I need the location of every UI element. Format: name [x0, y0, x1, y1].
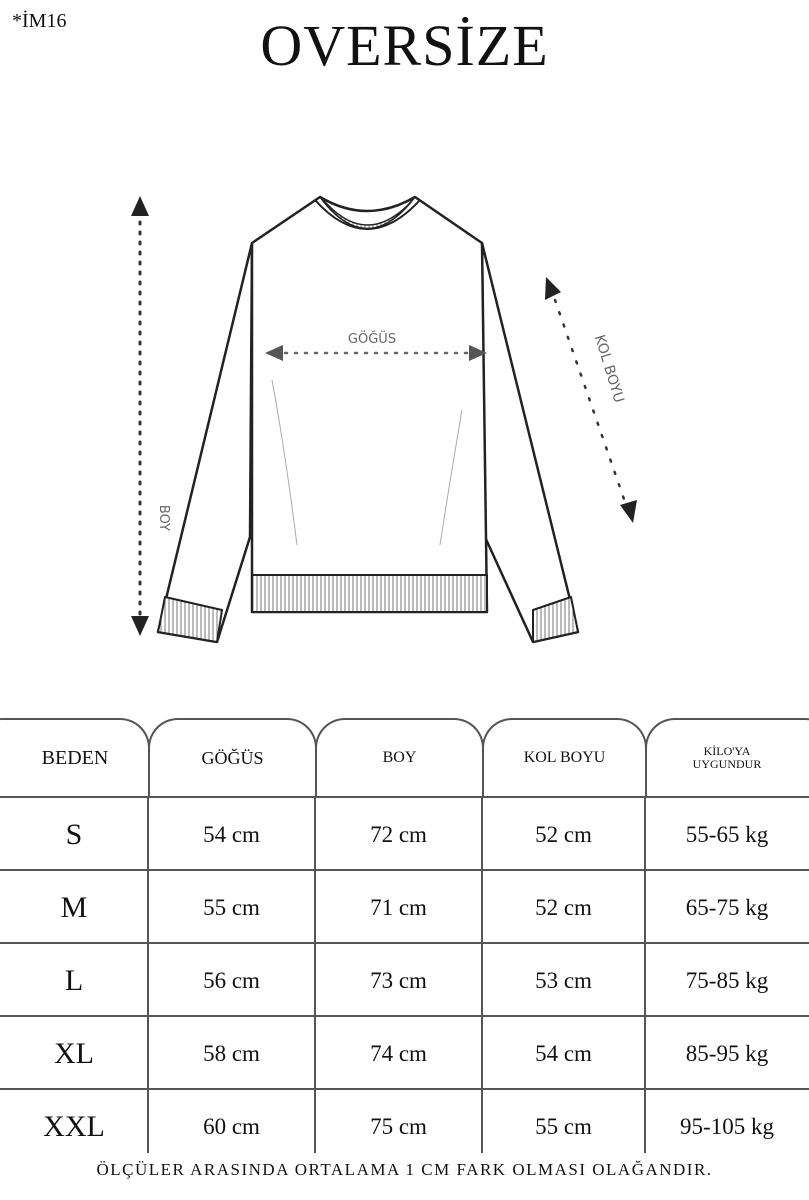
page-title: OVERSİZE: [260, 13, 549, 78]
product-code: *İM16: [12, 10, 67, 32]
sleeve-arrow: [545, 277, 637, 523]
cell-weight: 65-75 kg: [685, 894, 769, 920]
cell-size: L: [64, 963, 84, 997]
cell-chest: 58 cm: [203, 1040, 260, 1066]
chest-label: GÖĞÜS: [348, 330, 396, 347]
cell-weight: 55-65 kg: [685, 821, 769, 847]
cell-sleeve: 54 cm: [535, 1040, 592, 1066]
cell-sleeve: 52 cm: [535, 894, 592, 920]
cell-chest: 54 cm: [203, 821, 260, 847]
cell-weight: 95-105 kg: [680, 1113, 774, 1139]
table-row: L 56 cm 73 cm 53 cm 75-85 kg: [0, 942, 809, 1017]
header-gogus: GÖĞÜS: [148, 718, 317, 796]
arrow-up-icon: [131, 196, 149, 216]
header-kol-boyu: KOL BOYU: [482, 718, 647, 796]
header-boy: BOY: [315, 718, 484, 796]
cell-length: 72 cm: [370, 821, 427, 847]
cell-chest: 55 cm: [203, 894, 260, 920]
cell-weight: 75-85 kg: [685, 967, 769, 993]
cell-weight: 85-95 kg: [685, 1040, 769, 1066]
arrow-left-icon: [265, 345, 283, 361]
sleeve-label: KOL BOYU: [591, 333, 627, 405]
sweatshirt-diagram: BOY GÖĞÜS KOL BOYU: [131, 195, 637, 644]
cell-sleeve: 53 cm: [535, 967, 592, 993]
table-row: XXL 60 cm 75 cm 55 cm 95-105 kg: [0, 1088, 809, 1163]
cell-length: 75 cm: [370, 1113, 427, 1139]
cell-sleeve: 52 cm: [535, 821, 592, 847]
cell-sleeve: 55 cm: [535, 1113, 592, 1139]
cell-length: 71 cm: [370, 894, 427, 920]
header-kilo: KİLO'YA UYGUNDUR: [645, 718, 809, 796]
table-row: XL 58 cm 74 cm 54 cm 85-95 kg: [0, 1015, 809, 1090]
arrow-down-right-icon: [620, 500, 637, 523]
table-row: S 54 cm 72 cm 52 cm 55-65 kg: [0, 796, 809, 871]
cell-chest: 56 cm: [203, 967, 260, 993]
chest-arrow: [265, 345, 487, 361]
length-label: BOY: [156, 505, 171, 531]
arrow-down-icon: [131, 616, 149, 636]
cell-chest: 60 cm: [203, 1113, 260, 1139]
arrow-right-icon: [469, 345, 487, 361]
table-row: M 55 cm 71 cm 52 cm 65-75 kg: [0, 869, 809, 944]
cell-size: S: [65, 817, 83, 851]
header-beden: BEDEN: [0, 718, 150, 796]
cell-size: XXL: [43, 1109, 105, 1143]
footer-note: ÖLÇÜLER ARASINDA ORTALAMA 1 CM FARK OLMA…: [96, 1160, 713, 1179]
cell-size: M: [60, 890, 88, 924]
cell-length: 73 cm: [370, 967, 427, 993]
arrow-up-left-icon: [545, 277, 561, 300]
cell-size: XL: [54, 1036, 94, 1070]
cell-length: 74 cm: [370, 1040, 427, 1066]
length-arrow: [131, 196, 149, 636]
sweatshirt-outline: [156, 195, 580, 644]
